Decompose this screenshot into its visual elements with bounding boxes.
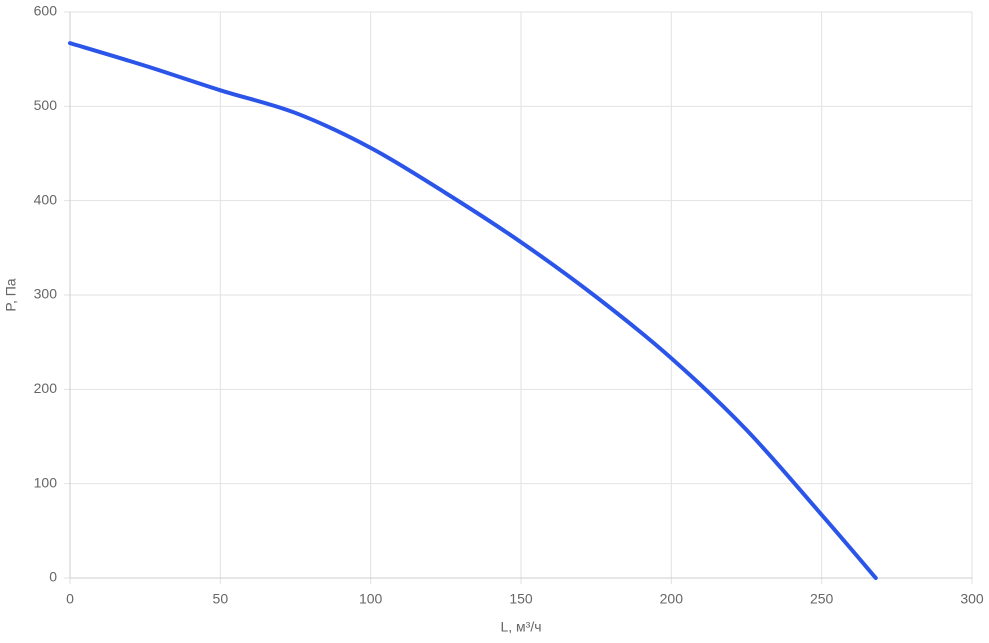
y-tick-label: 200 [34,380,58,396]
y-tick-label: 600 [34,3,58,19]
x-tick-label: 100 [359,591,383,607]
x-tick-label: 150 [509,591,533,607]
line-series [68,41,878,580]
y-tick-label: 500 [34,97,58,113]
x-tick-label: 50 [213,591,229,607]
x-tick-label: 0 [66,591,74,607]
x-tick-label: 250 [810,591,834,607]
x-tick-label: 300 [960,591,984,607]
y-tick-label: 400 [34,191,58,207]
x-tick-label: 200 [660,591,684,607]
x-axis-title: L, м³/ч [500,619,541,635]
y-tick-label: 300 [34,286,58,302]
y-tick-label: 100 [34,474,58,490]
y-tick-label: 0 [49,569,57,585]
y-axis-title: P, Па [3,278,19,311]
